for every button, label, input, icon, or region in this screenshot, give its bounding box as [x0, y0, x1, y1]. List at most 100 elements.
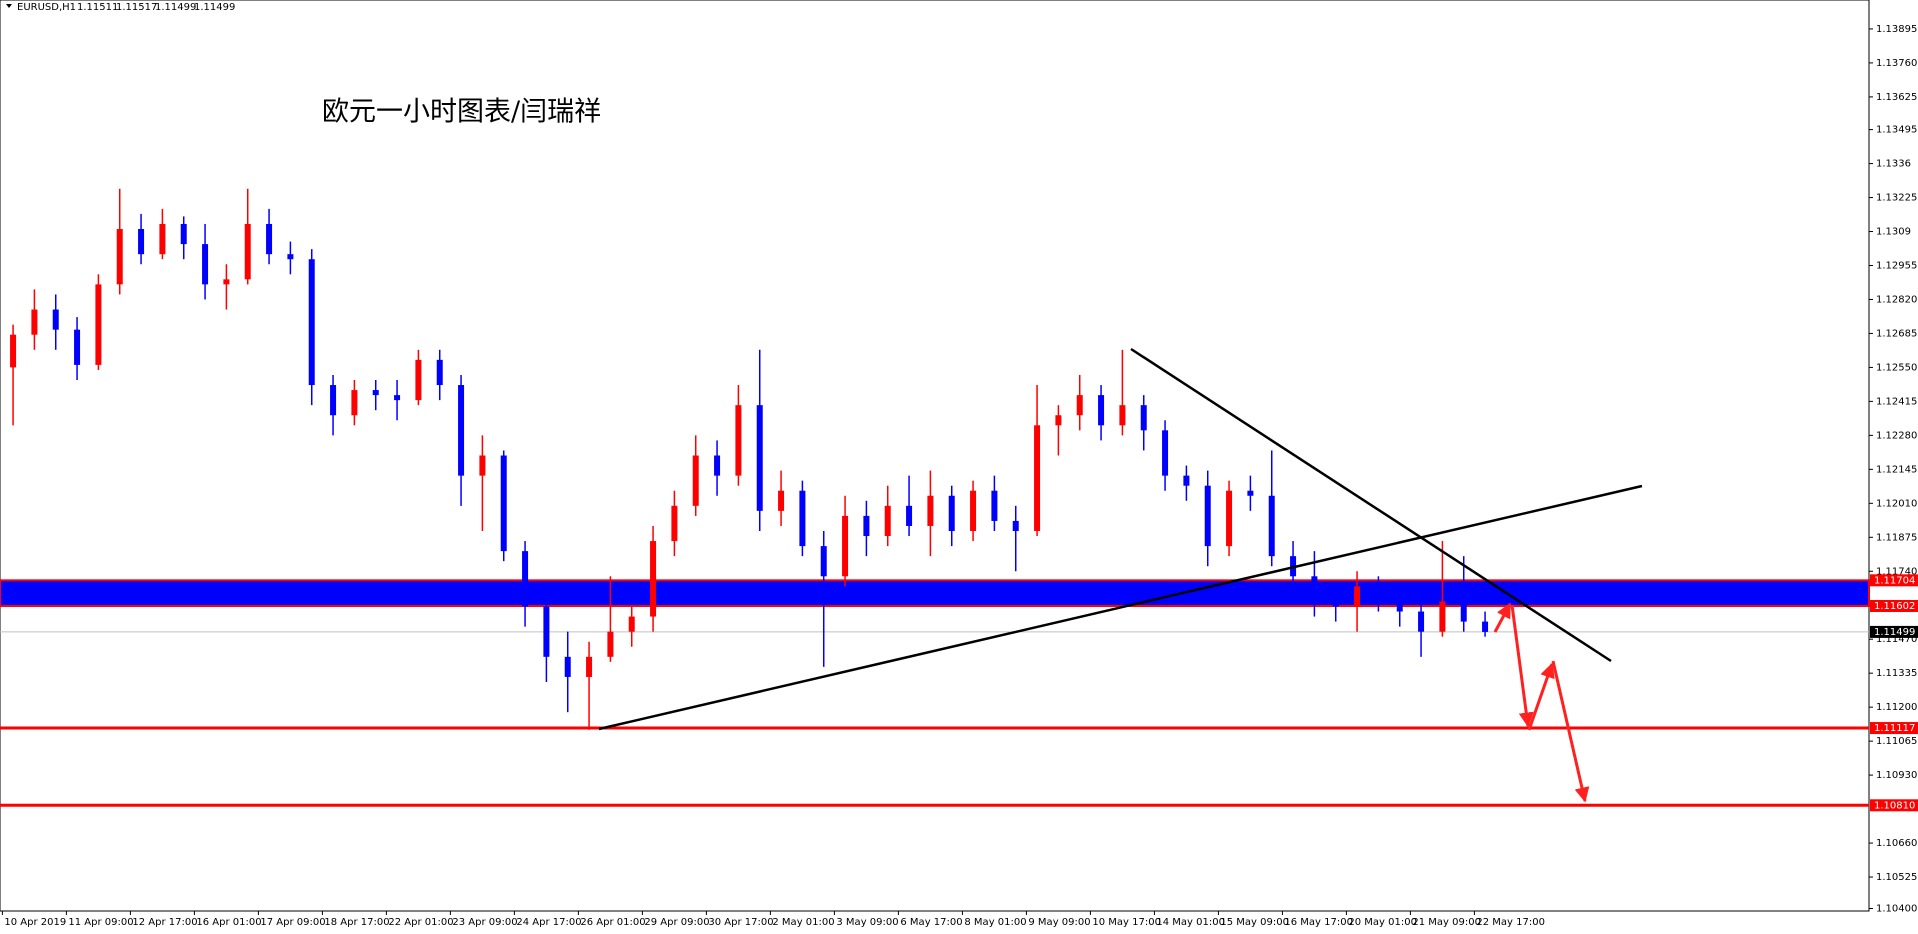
candle-body: [564, 656, 571, 677]
candle-body: [500, 455, 507, 552]
y-tick-label: 1.12280: [1876, 430, 1917, 441]
candle-body: [52, 309, 59, 330]
y-tick-label: 1.11740: [1876, 566, 1917, 577]
candle-body: [714, 455, 721, 476]
quote: 1.11499: [194, 2, 235, 13]
y-tick-label: 1.10525: [1876, 872, 1917, 883]
y-tick-label: 1.10400: [1876, 903, 1917, 914]
candle-body: [1098, 395, 1105, 426]
candle-body: [351, 390, 358, 416]
candle-body: [1034, 425, 1041, 531]
x-tick-label: 22 May 17:00: [1476, 917, 1545, 928]
candle-body: [159, 223, 166, 255]
y-tick-label: 1.12415: [1876, 396, 1917, 407]
candle-body: [1354, 586, 1361, 607]
candle-body: [308, 259, 315, 386]
plot-area: [0, 0, 1870, 912]
candle-body: [116, 229, 123, 285]
candle-body: [607, 631, 614, 657]
price-tag-label: 1.11602: [1874, 601, 1915, 612]
x-tick-label: 26 Apr 01:00: [580, 917, 645, 928]
quote: 1.11517: [116, 2, 157, 13]
candle-body: [138, 229, 145, 255]
candle-body: [842, 515, 849, 577]
y-tick-label: 1.11335: [1876, 668, 1917, 679]
x-tick-label: 14 May 01:00: [1156, 917, 1225, 928]
candle-body: [884, 505, 891, 537]
x-tick-label: 10 May 17:00: [1092, 917, 1161, 928]
candle-body: [820, 546, 827, 577]
x-tick-label: 16 Apr 01:00: [196, 917, 261, 928]
candle-body: [372, 390, 379, 396]
candle-body: [1247, 490, 1254, 496]
candle-body: [394, 395, 401, 401]
trend-line: [598, 484, 1643, 731]
candle-body: [1375, 586, 1382, 597]
price-tag: [1870, 599, 1918, 612]
candle-body: [991, 490, 998, 521]
y-tick-label: 1.12820: [1876, 294, 1917, 305]
drawings: [598, 347, 1643, 803]
candle-body: [650, 541, 657, 617]
candle-body: [223, 279, 230, 285]
candle-body: [1183, 475, 1190, 486]
candle-body: [628, 616, 635, 632]
candle-body: [287, 254, 294, 260]
x-tick-label: 8 May 01:00: [964, 917, 1026, 928]
y-tick-label: 1.1309: [1876, 227, 1911, 238]
y-tick-label: 1.12685: [1876, 328, 1917, 339]
candle-body: [1012, 520, 1019, 531]
candle-body: [1418, 611, 1425, 632]
candle-body: [180, 223, 187, 245]
x-tick-label: 23 Apr 09:00: [452, 917, 517, 928]
candle-body: [1204, 485, 1211, 547]
candle-body: [10, 334, 17, 368]
price-tag: [1870, 574, 1918, 587]
y-tick-label: 1.12955: [1876, 260, 1917, 271]
candle-body: [778, 490, 785, 511]
forecast-arrow: [1493, 602, 1512, 633]
candle-body: [586, 656, 593, 677]
resistance-zone: [0, 579, 1870, 607]
y-tick-label: 1.13495: [1876, 125, 1917, 136]
candle-body: [458, 385, 465, 476]
candles-layer: [10, 188, 1489, 730]
axis-layer: 1.13895 1.13760 1.13625 1.13495 1.1336 1.1322…: [1, 24, 1918, 928]
x-tick-label: 24 Apr 17:00: [516, 917, 581, 928]
price-tag-label: 1.11704: [1874, 575, 1915, 586]
candle-body: [1226, 490, 1233, 547]
symbol: EURUSD,H1: [17, 2, 76, 13]
header: EURUSD,H1 1.11511 1.11517 1.11499 1.1149…: [6, 2, 235, 13]
candle-body: [1332, 601, 1339, 607]
candle-body: [522, 551, 529, 607]
y-tick-label: 1.13895: [1876, 24, 1917, 35]
y-tick-label: 1.13760: [1876, 58, 1917, 69]
y-tick-label: 1.12145: [1876, 464, 1917, 475]
candle-body: [927, 495, 934, 526]
x-tick-label: 12 Apr 17:00: [132, 917, 197, 928]
x-tick-label: 11 Apr 09:00: [68, 917, 133, 928]
x-tick-label: 29 Apr 09:00: [644, 917, 709, 928]
candle-body: [1439, 601, 1446, 632]
y-tick-label: 1.10660: [1876, 838, 1917, 849]
candle-body: [415, 359, 422, 401]
candle-body: [799, 490, 806, 547]
candle-body: [948, 495, 955, 531]
x-tick-label: 22 Apr 01:00: [388, 917, 453, 928]
candle-body: [543, 606, 550, 657]
y-tick-label: 1.11875: [1876, 532, 1917, 543]
trend-line: [1130, 347, 1612, 663]
candle-body: [202, 244, 209, 285]
x-tick-label: 17 Apr 09:00: [260, 917, 325, 928]
y-tick-label: 1.10930: [1876, 770, 1917, 781]
candle-body: [756, 405, 763, 511]
y-tick-label: 1.13625: [1876, 92, 1917, 103]
forecast-arrow: [1510, 604, 1534, 728]
y-tick-label: 1.13225: [1876, 193, 1917, 204]
candle-body: [436, 359, 443, 386]
x-tick-label: 16 May 17:00: [1284, 917, 1353, 928]
candle-body: [692, 455, 699, 506]
x-tick-label: 21 May 09:00: [1412, 917, 1481, 928]
forecast-arrow: [1551, 660, 1590, 803]
